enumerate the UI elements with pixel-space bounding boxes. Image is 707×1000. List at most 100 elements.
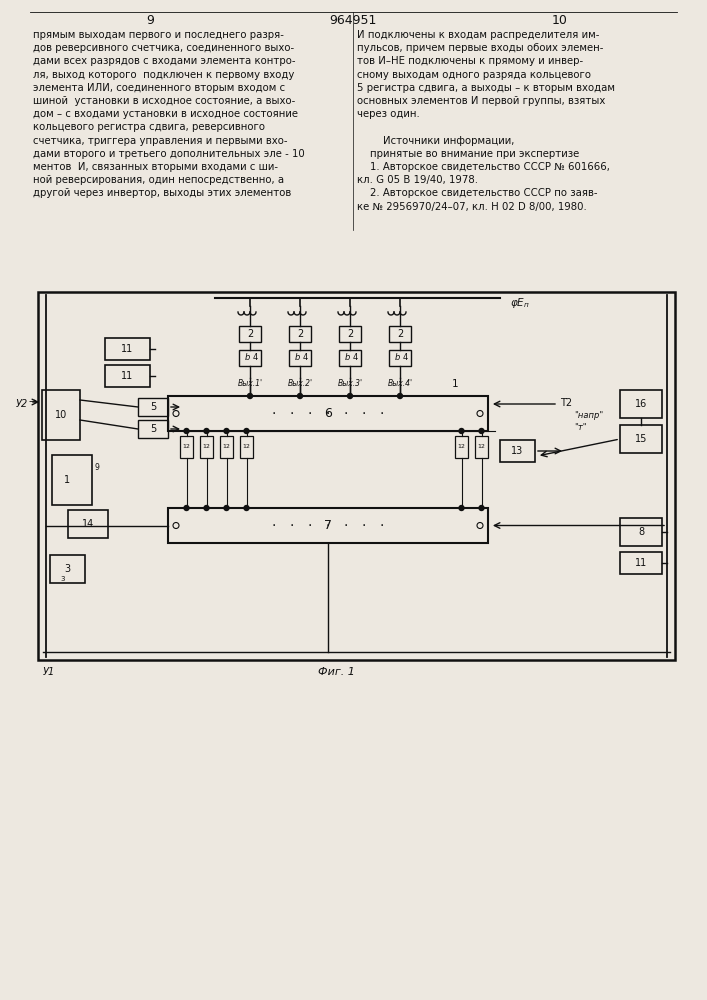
Circle shape: [224, 506, 229, 510]
Text: 5 регистра сдвига, а выходы – к вторым входам: 5 регистра сдвига, а выходы – к вторым в…: [357, 83, 615, 93]
Text: У2: У2: [16, 399, 28, 409]
Circle shape: [244, 428, 249, 434]
Text: ·: ·: [326, 518, 330, 532]
Text: T2: T2: [560, 398, 572, 408]
Text: ·: ·: [290, 406, 294, 420]
Text: $\varphi E_п$: $\varphi E_п$: [510, 296, 530, 310]
Text: 12: 12: [182, 444, 190, 450]
Text: ке № 2956970/24–07, кл. Н 02 D 8/00, 1980.: ке № 2956970/24–07, кл. Н 02 D 8/00, 198…: [357, 202, 587, 212]
Bar: [620, 425, 662, 453]
Circle shape: [184, 506, 189, 510]
Text: b: b: [344, 354, 350, 362]
Bar: [455, 436, 468, 458]
Text: ·: ·: [326, 406, 330, 420]
Text: 12: 12: [203, 444, 211, 450]
Text: ной реверсирования, один непосредственно, а: ной реверсирования, один непосредственно…: [33, 175, 284, 185]
Circle shape: [204, 428, 209, 434]
Text: "т": "т": [574, 422, 587, 432]
Circle shape: [348, 393, 353, 398]
Text: тов И–НЕ подключены к прямому и инвер-: тов И–НЕ подключены к прямому и инвер-: [357, 56, 583, 66]
Text: 12: 12: [223, 444, 230, 450]
Circle shape: [247, 393, 252, 398]
Text: ·: ·: [271, 518, 276, 532]
Bar: [52, 455, 92, 505]
Bar: [239, 350, 261, 366]
Text: 6: 6: [324, 407, 332, 420]
Text: 10: 10: [55, 410, 67, 420]
Text: 2: 2: [247, 329, 253, 339]
Text: 5: 5: [150, 424, 156, 434]
Text: через один.: через один.: [357, 109, 420, 119]
Text: b: b: [395, 354, 399, 362]
Text: ·: ·: [308, 406, 312, 420]
Circle shape: [479, 506, 484, 510]
Bar: [38, 292, 675, 660]
Bar: [620, 390, 662, 418]
Circle shape: [459, 428, 464, 434]
Text: ·: ·: [362, 518, 366, 532]
Text: 4: 4: [402, 354, 408, 362]
Text: →: →: [29, 397, 37, 407]
Text: b: b: [294, 354, 300, 362]
Text: ·: ·: [290, 518, 294, 532]
Bar: [180, 436, 193, 458]
Text: 9: 9: [95, 464, 100, 473]
Bar: [389, 350, 411, 366]
Text: ·: ·: [380, 406, 384, 420]
Circle shape: [204, 506, 209, 510]
Circle shape: [224, 428, 229, 434]
Text: Вых.4': Вых.4': [387, 379, 413, 388]
Text: 2: 2: [347, 329, 353, 339]
Text: И подключены к входам распределителя им-: И подключены к входам распределителя им-: [357, 30, 600, 40]
Text: 11: 11: [122, 371, 134, 381]
Bar: [42, 390, 80, 440]
Bar: [168, 396, 488, 431]
Text: дов реверсивного счетчика, соединенного выхо-: дов реверсивного счетчика, соединенного …: [33, 43, 294, 53]
Bar: [289, 326, 311, 342]
Text: 12: 12: [243, 444, 250, 450]
Bar: [138, 420, 168, 438]
Text: ·: ·: [344, 406, 348, 420]
Text: 3: 3: [60, 576, 65, 582]
Text: 2: 2: [297, 329, 303, 339]
Text: пульсов, причем первые входы обоих элемен-: пульсов, причем первые входы обоих элеме…: [357, 43, 603, 53]
Text: У1: У1: [43, 667, 55, 677]
Text: 14: 14: [82, 519, 94, 529]
Text: 13: 13: [511, 446, 524, 456]
Text: 2. Авторское свидетельство СССР по заяв-: 2. Авторское свидетельство СССР по заяв-: [357, 188, 597, 198]
Bar: [500, 440, 535, 462]
Text: кольцевого регистра сдвига, реверсивного: кольцевого регистра сдвига, реверсивного: [33, 122, 265, 132]
Bar: [389, 326, 411, 342]
Bar: [105, 365, 150, 387]
Text: "напр": "напр": [574, 410, 603, 420]
Bar: [138, 398, 168, 416]
Text: 2: 2: [397, 329, 403, 339]
Text: кл. G 05 B 19/40, 1978.: кл. G 05 B 19/40, 1978.: [357, 175, 478, 185]
Text: ·: ·: [308, 518, 312, 532]
Text: 16: 16: [635, 399, 647, 409]
Bar: [240, 436, 253, 458]
Text: Источники информации,: Источники информации,: [357, 136, 515, 146]
Text: сному выходам одного разряда кольцевого: сному выходам одного разряда кольцевого: [357, 70, 591, 80]
Text: Вых.1': Вых.1': [238, 379, 262, 388]
Text: 1: 1: [64, 475, 70, 485]
Text: ментов  И, связанных вторыми входами с ши-: ментов И, связанных вторыми входами с ши…: [33, 162, 278, 172]
Text: дом – с входами установки в исходное состояние: дом – с входами установки в исходное сос…: [33, 109, 298, 119]
Text: 10: 10: [552, 13, 568, 26]
Text: 12: 12: [477, 444, 486, 450]
Text: 964951: 964951: [329, 13, 377, 26]
Bar: [200, 436, 213, 458]
Text: 11: 11: [122, 344, 134, 354]
Bar: [239, 326, 261, 342]
Text: 1: 1: [452, 379, 458, 389]
Text: ·: ·: [344, 518, 348, 532]
Bar: [50, 555, 85, 583]
Circle shape: [298, 393, 303, 398]
Text: ·: ·: [380, 518, 384, 532]
Bar: [289, 350, 311, 366]
Text: 3: 3: [64, 564, 71, 574]
Bar: [475, 436, 488, 458]
Text: 12: 12: [457, 444, 465, 450]
Text: прямым выходам первого и последнего разря-: прямым выходам первого и последнего разр…: [33, 30, 284, 40]
Bar: [220, 436, 233, 458]
